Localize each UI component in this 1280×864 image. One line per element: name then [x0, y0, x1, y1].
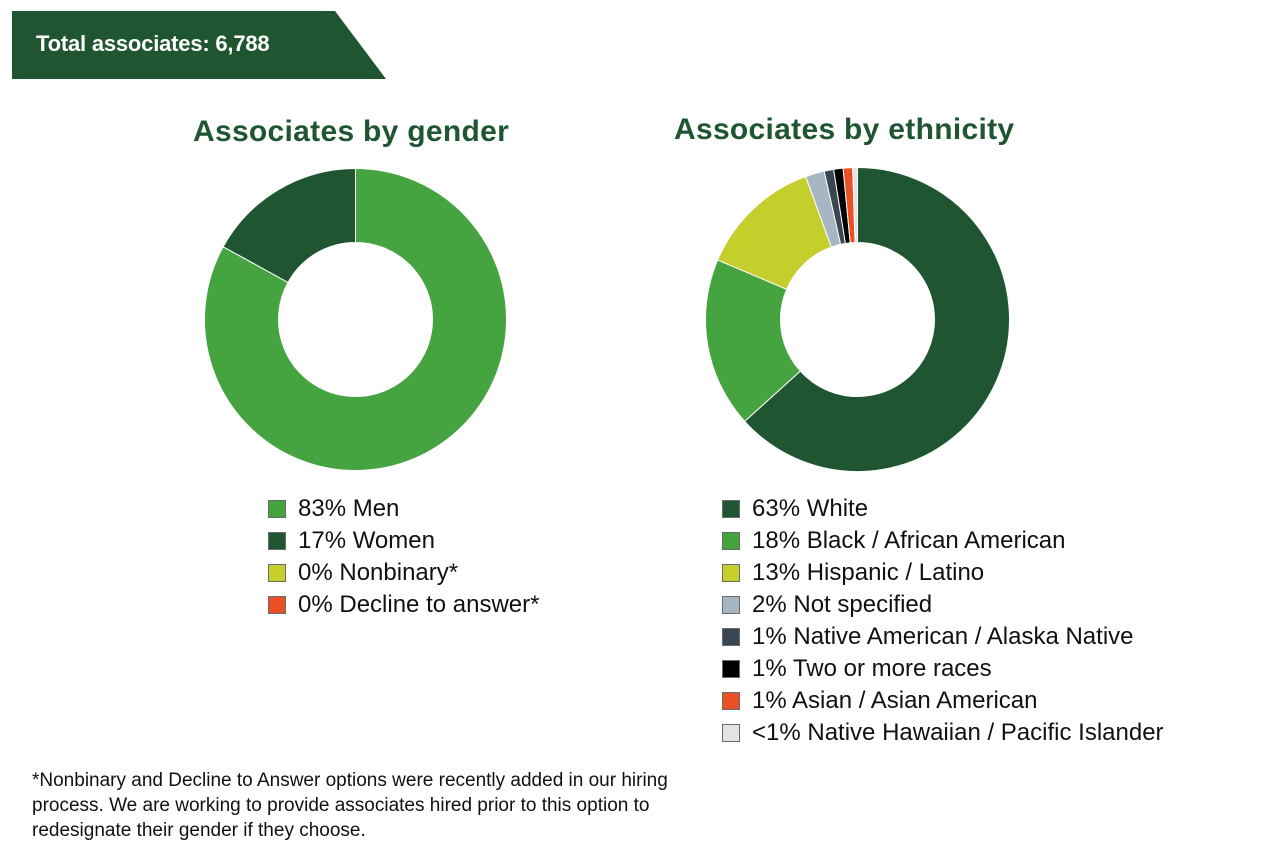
slice-1-native-hawaiian-pacific-islander	[852, 166, 858, 244]
legend-item-18-black-african-american: 18% Black / African American	[722, 525, 1164, 557]
slice-18-black-african-american	[705, 259, 802, 423]
legend-item-1-native-american-alaska-native: 1% Native American / Alaska Native	[722, 621, 1164, 653]
footnote: *Nonbinary and Decline to Answer options…	[32, 770, 668, 841]
legend-item-17-women: 17% Women	[268, 525, 539, 557]
legend-swatch	[722, 500, 740, 518]
total-associates-banner: Total associates: 6,788	[12, 11, 386, 79]
legend-label: 0% Decline to answer*	[298, 591, 540, 618]
legend-label: <1% Native Hawaiian / Pacific Islander	[752, 719, 1164, 746]
legend-item-0-decline-to-answer: 0% Decline to answer*	[268, 589, 539, 621]
legend-label: 17% Women	[298, 527, 435, 554]
legend-label: 18% Black / African American	[752, 527, 1066, 554]
legend-item-2-not-specified: 2% Not specified	[722, 589, 1164, 621]
gender-donut-chart	[204, 167, 507, 471]
legend-swatch	[268, 596, 286, 614]
legend-label: 0% Nonbinary*	[298, 559, 459, 586]
legend-swatch	[722, 692, 740, 710]
legend-swatch	[722, 564, 740, 582]
legend-item-1-native-hawaiian-pacific-islander: <1% Native Hawaiian / Pacific Islander	[722, 717, 1164, 749]
legend-item-13-hispanic-latino: 13% Hispanic / Latino	[722, 557, 1164, 589]
legend-item-1-two-or-more-races: 1% Two or more races	[722, 653, 1164, 685]
legend-swatch	[722, 532, 740, 550]
gender-legend: 83% Men 17% Women 0% Nonbinary* 0% Decline …	[268, 493, 539, 621]
slice-63-white	[743, 166, 1010, 472]
legend-item-63-white: 63% White	[722, 493, 1164, 525]
legend-swatch	[268, 532, 286, 550]
legend-item-1-asian-asian-american: 1% Asian / Asian American	[722, 685, 1164, 717]
gender-chart-title: Associates by gender	[193, 115, 510, 148]
legend-label: 1% Native American / Alaska Native	[752, 623, 1134, 650]
legend-label: 83% Men	[298, 495, 400, 522]
legend-label: 2% Not specified	[752, 591, 933, 618]
legend-swatch	[722, 724, 740, 742]
legend-label: 13% Hispanic / Latino	[752, 559, 985, 586]
slice-17-women	[222, 167, 356, 284]
total-associates-label: Total associates: 6,788	[36, 31, 270, 56]
legend-item-0-nonbinary: 0% Nonbinary*	[268, 557, 539, 589]
legend-swatch	[722, 660, 740, 678]
ethnicity-donut-chart	[705, 166, 1010, 472]
banner-shape	[12, 11, 386, 79]
legend-label: 1% Asian / Asian American	[752, 687, 1038, 714]
legend-label: 63% White	[752, 495, 869, 522]
legend-swatch	[722, 628, 740, 646]
slice-83-men	[204, 167, 507, 471]
legend-label: 1% Two or more races	[752, 655, 992, 682]
ethnicity-chart-title: Associates by ethnicity	[674, 113, 1015, 146]
ethnicity-legend: 63% White 18% Black / African American 13%…	[722, 493, 1164, 749]
legend-swatch	[268, 564, 286, 582]
legend-swatch	[268, 500, 286, 518]
legend-item-83-men: 83% Men	[268, 493, 539, 525]
legend-swatch	[722, 596, 740, 614]
